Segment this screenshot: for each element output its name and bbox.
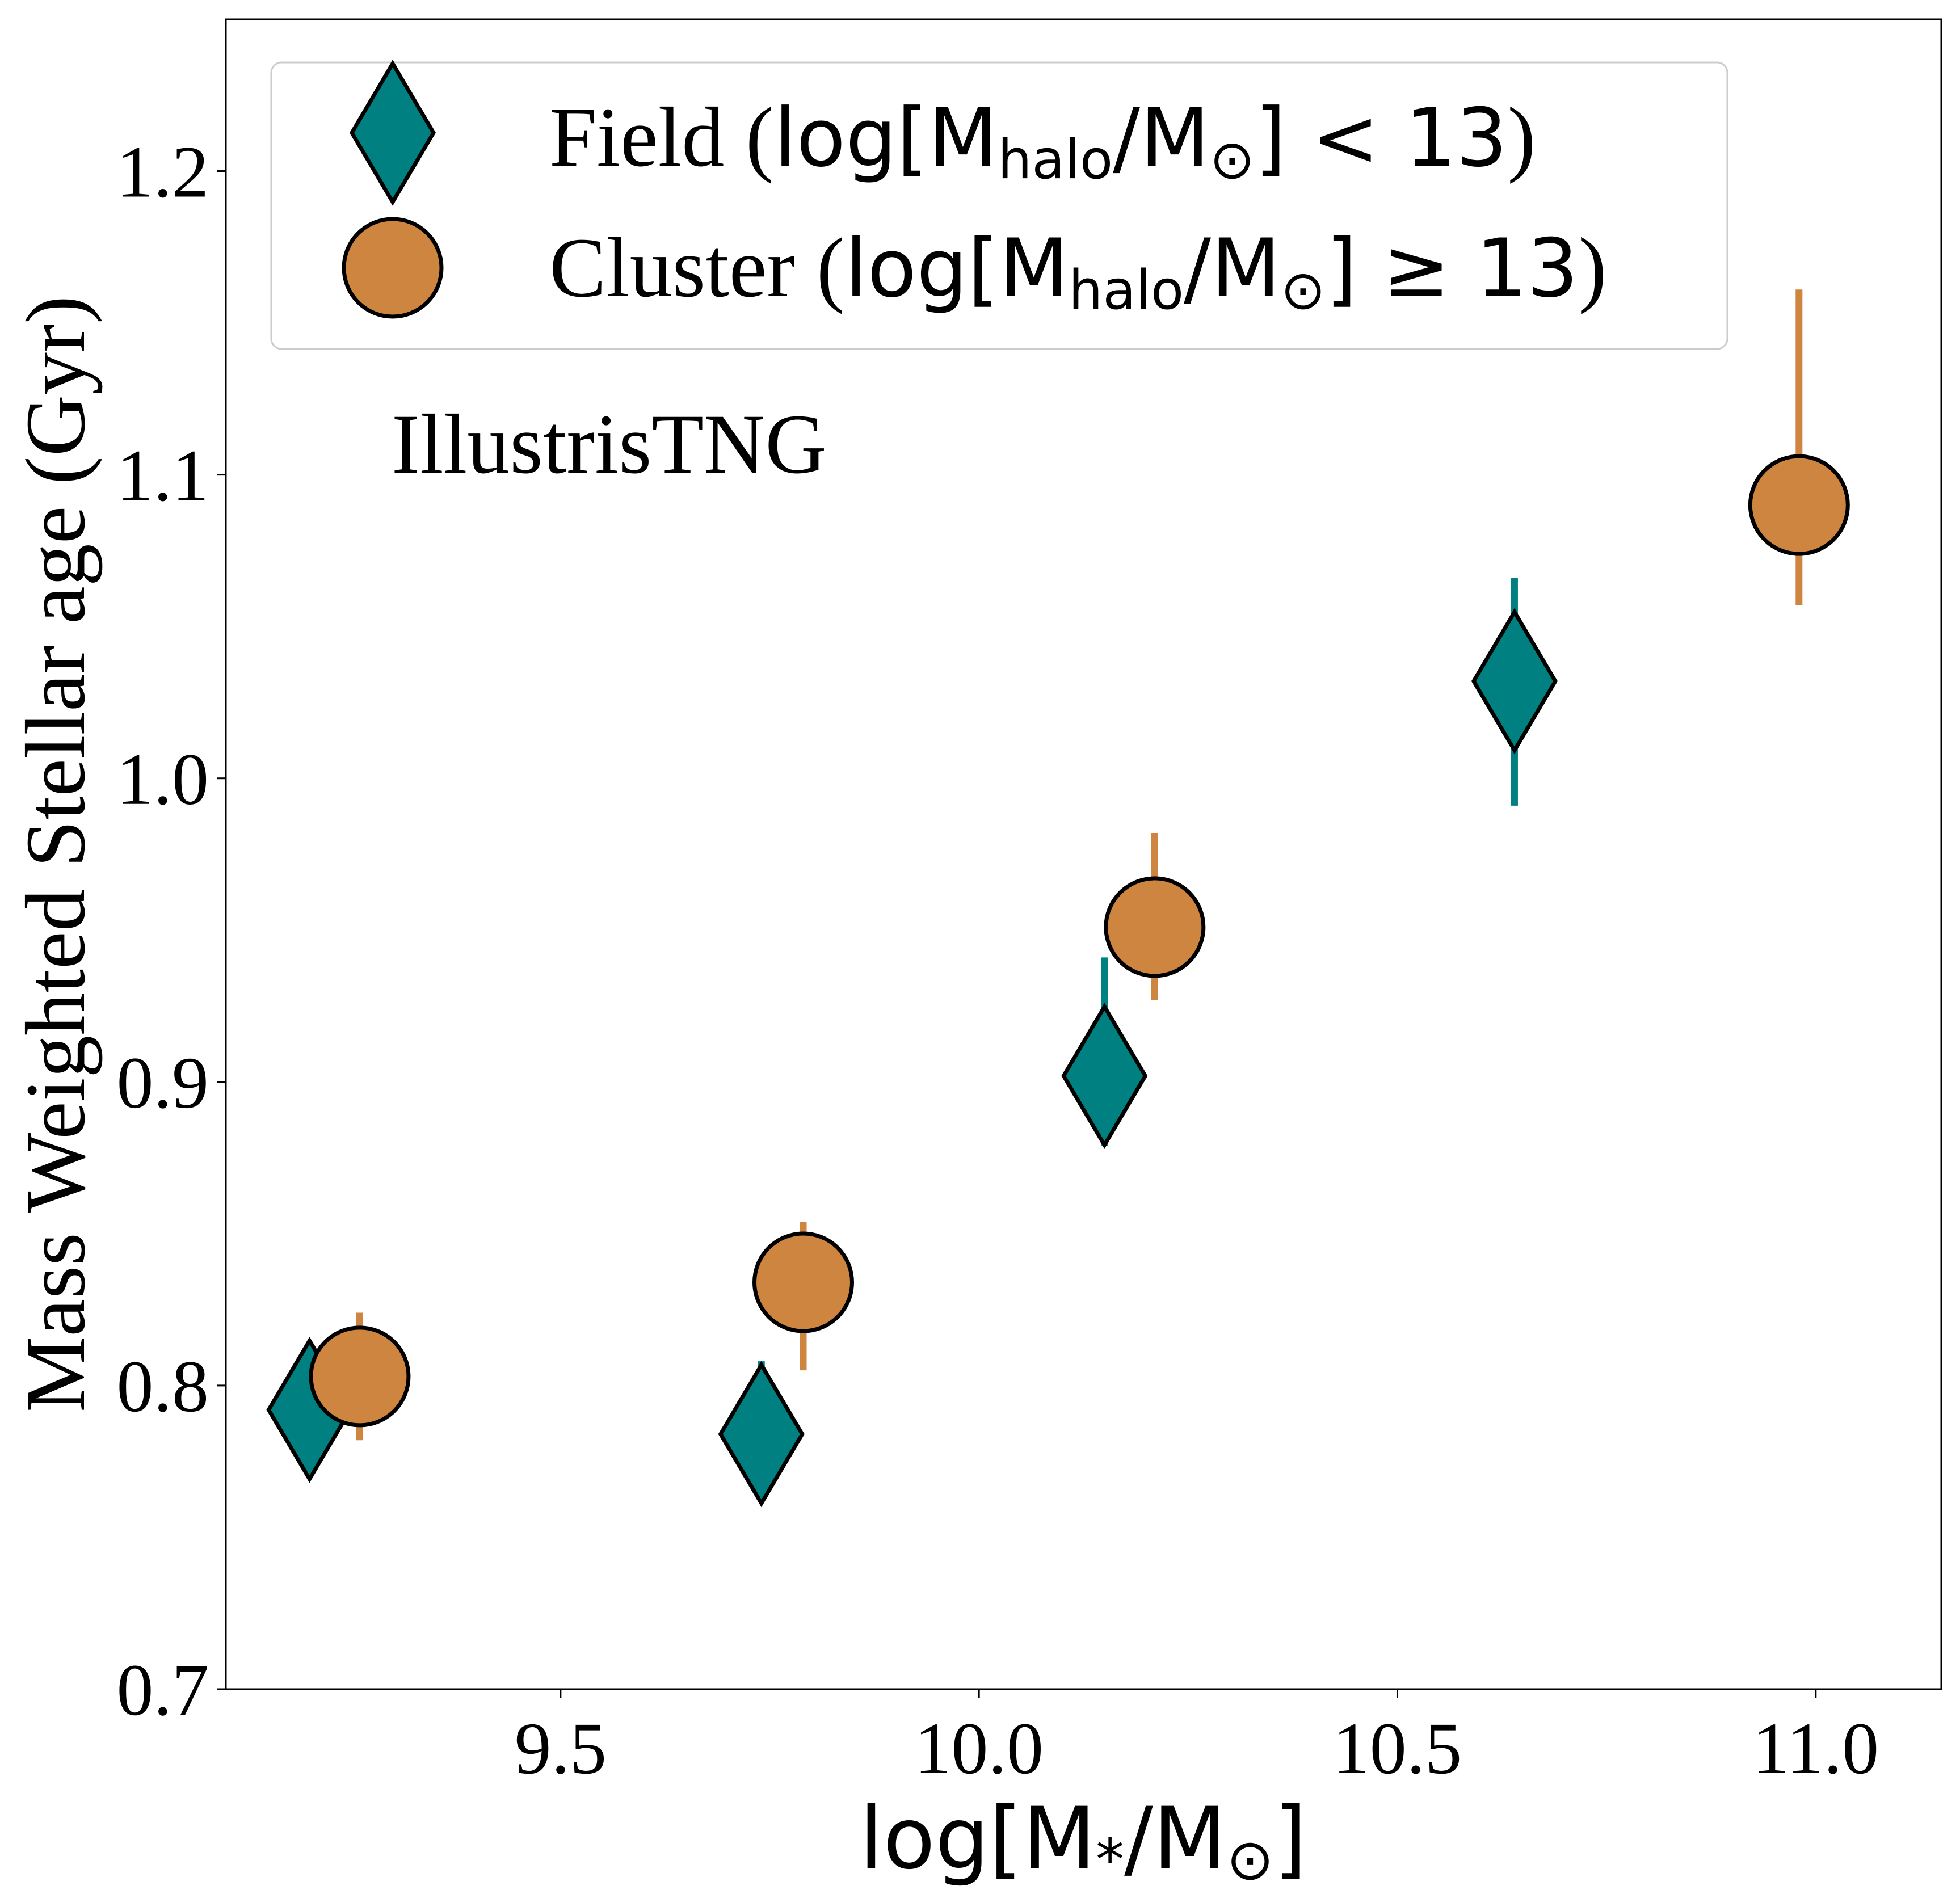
field-point (718, 1361, 805, 1508)
legend-field-sun: ⊙ (1210, 129, 1255, 191)
legend-label-field: Field (log[Mhalo/M⊙] < 13) (549, 90, 1536, 191)
y-tick-label: 0.8 (117, 1346, 209, 1428)
legend-marker-cluster (342, 217, 444, 319)
legend-cluster-sub: halo (1069, 259, 1184, 322)
field-point (1061, 1003, 1148, 1150)
x-axis-label-sub: * (1096, 1826, 1124, 1893)
x-axis-label-end: ] (1274, 1790, 1307, 1888)
cluster-point (1748, 454, 1850, 556)
x-tick-label: 10.0 (914, 1708, 1044, 1790)
legend-cluster-math: log[M (845, 222, 1069, 315)
cluster-point (1104, 876, 1206, 978)
legend-box (270, 61, 1728, 350)
plot-frame (225, 18, 1942, 1690)
cluster-point (752, 1231, 854, 1333)
x-tick-label: 9.5 (515, 1708, 607, 1790)
legend-cluster-rel: ] ≥ 13 (1326, 222, 1578, 315)
legend-marker-field (349, 60, 436, 206)
x-tick-label: 11.0 (1752, 1708, 1879, 1790)
legend-cluster-close: ) (1578, 221, 1606, 315)
legend-field-prefix: Field ( (549, 90, 774, 184)
legend-diamond-marker (349, 60, 436, 206)
x-axis-label-sun: ⊙ (1226, 1826, 1274, 1893)
marker-layer (266, 454, 1850, 1508)
y-tick-label: 0.9 (117, 1042, 209, 1124)
cluster-point (309, 1325, 411, 1428)
y-axis-label: Mass Weighted Stellar age (Gyr) (9, 296, 103, 1412)
y-tick-label: 1.2 (117, 132, 209, 213)
legend-label-cluster: Cluster (log[Mhalo/M⊙] ≥ 13) (549, 221, 1606, 322)
x-tick-label: 10.5 (1333, 1708, 1462, 1790)
y-tick-label: 0.7 (117, 1649, 209, 1731)
legend-circle-marker (342, 217, 444, 319)
x-axis-label-main: log[M (860, 1790, 1096, 1888)
legend-cluster-prefix: Cluster ( (549, 221, 845, 315)
tick-layer: 9.5 10.0 10.5 11.0 0.7 0.8 0.9 1.0 1.1 1.2 (117, 132, 1879, 1790)
legend-cluster-mid: /M (1184, 222, 1280, 315)
x-axis-label: log[M*/M⊙] (860, 1790, 1307, 1893)
annotation-label: IllustrisTNG (392, 397, 827, 491)
legend-field-mid: /M (1113, 91, 1209, 185)
x-axis-label-tail: /M (1124, 1790, 1226, 1888)
legend: Field (log[Mhalo/M⊙] < 13) Cluster (log[… (270, 60, 1728, 350)
legend-field-sub: halo (998, 129, 1113, 191)
field-point (1471, 608, 1558, 755)
y-tick-label: 1.1 (117, 435, 209, 517)
legend-cluster-sun: ⊙ (1280, 259, 1326, 322)
legend-field-close: ) (1507, 90, 1536, 184)
legend-field-rel: ] < 13 (1255, 91, 1507, 185)
legend-field-math: log[M (774, 91, 998, 185)
y-tick-label: 1.0 (117, 739, 209, 820)
